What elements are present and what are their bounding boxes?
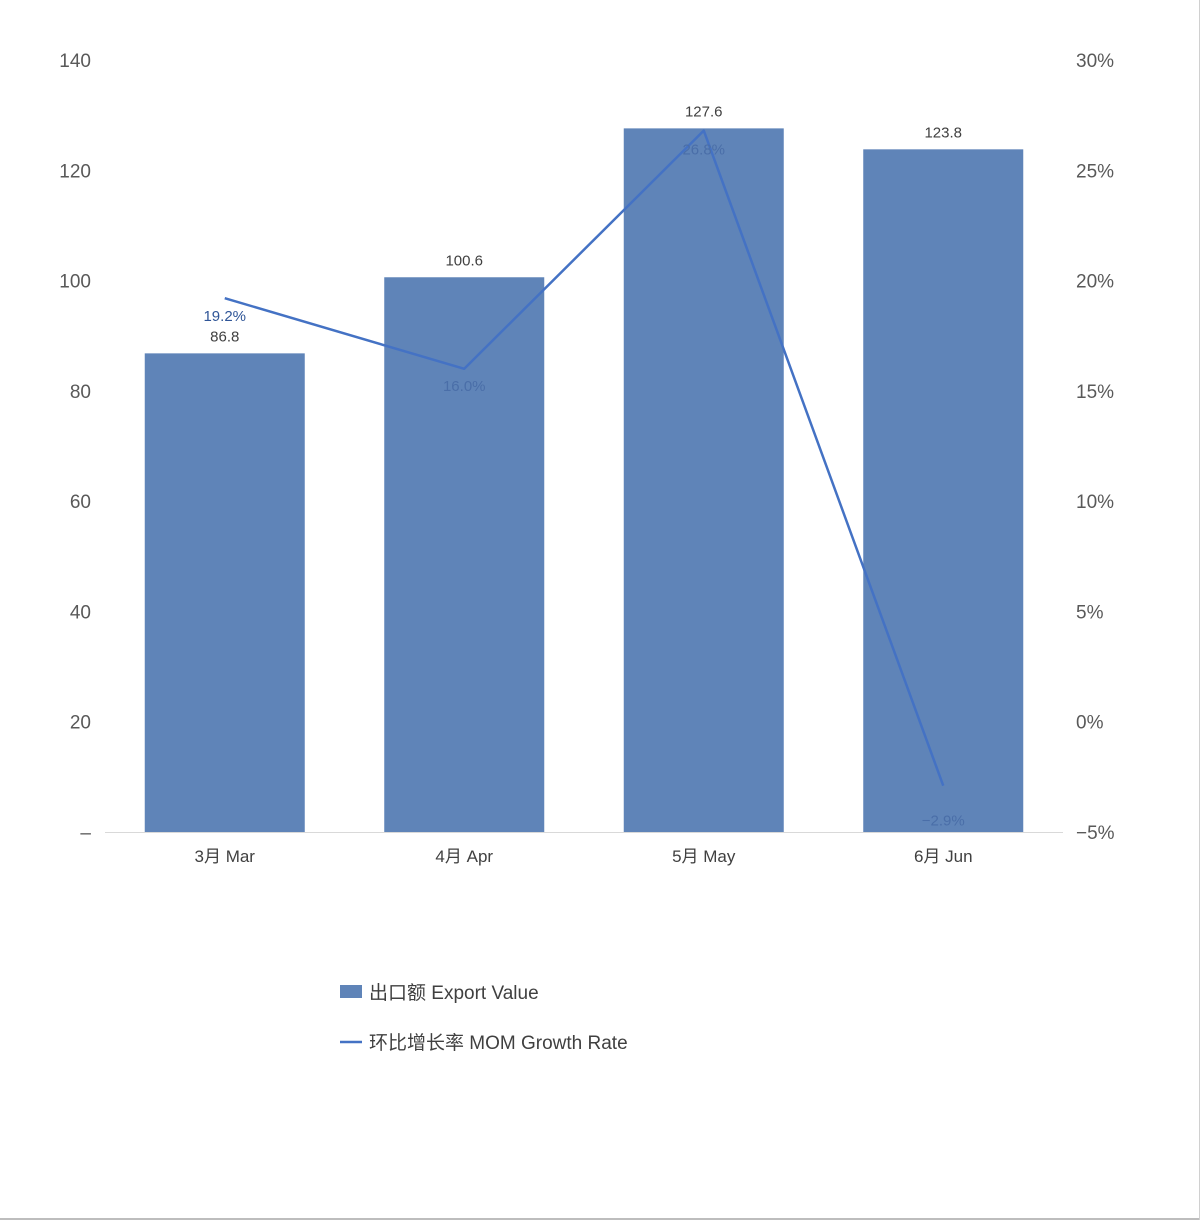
bar-data-label: 123.8: [924, 124, 962, 141]
right-axis-tick-label: 20%: [1076, 272, 1114, 293]
bottom-border: [0, 1218, 1200, 1220]
bar-4: [863, 149, 1024, 832]
right-axis-tick-label: 5%: [1076, 602, 1104, 623]
legend-item-growth-rate: 环比增长率 MOM Growth Rate: [340, 1032, 628, 1054]
right-axis-tick-label: 25%: [1076, 161, 1114, 182]
right-axis-tick-label: 10%: [1076, 492, 1114, 513]
bar-data-label: 127.6: [685, 103, 723, 120]
growth-rate-line: [224, 129, 945, 787]
x-axis-category-label: 4月 Apr: [435, 847, 493, 866]
legend-label-line: 环比增长率 MOM Growth Rate: [369, 1032, 628, 1054]
legend: 出口额 Export Value 环比增长率 MOM Growth Rate: [340, 982, 628, 1054]
right-axis: −5% 0% 5% 10% 15% 20% 25% 30%: [1076, 51, 1115, 844]
legend-label-bar: 出口额 Export Value: [369, 982, 539, 1004]
left-axis-tick-label: 60: [70, 492, 91, 513]
right-axis-tick-label: −5%: [1076, 823, 1115, 844]
bar-series: [144, 128, 1024, 833]
right-axis-tick-label: 15%: [1076, 382, 1114, 403]
x-axis-category-label: 3月 Mar: [195, 847, 256, 866]
x-axis-categories: 3月 Mar 4月 Apr 5月 May 6月 Jun: [195, 847, 973, 866]
left-axis-tick-label: 40: [70, 602, 91, 623]
bar-2: [384, 277, 545, 833]
line-data-label: 16.0%: [443, 378, 486, 395]
right-axis-tick-label: 30%: [1076, 51, 1114, 72]
x-axis-category-label: 5月 May: [672, 847, 736, 866]
bar-3: [623, 128, 784, 832]
bar-1: [144, 353, 305, 832]
bar-data-labels: 86.8 100.6 127.6 123.8: [210, 103, 962, 345]
left-axis-tick-label: –: [80, 823, 91, 844]
left-axis-tick-label: 120: [59, 161, 91, 182]
line-data-label: 26.8%: [682, 142, 725, 159]
legend-item-export-value: 出口额 Export Value: [340, 982, 539, 1004]
left-axis-tick-label: 20: [70, 713, 91, 734]
line-series: [224, 129, 945, 787]
left-axis-tick-label: 140: [59, 51, 91, 72]
left-axis: – 20 40 60 80 100 120 140: [59, 51, 91, 844]
left-axis-tick-label: 80: [70, 382, 91, 403]
x-axis-category-label: 6月 Jun: [914, 847, 973, 866]
bar-data-label: 86.8: [210, 328, 239, 345]
bar-data-label: 100.6: [445, 252, 483, 269]
legend-swatch-bar: [340, 985, 362, 998]
line-data-labels: 19.2% 16.0% 26.8% −2.9%: [203, 142, 964, 830]
line-data-label: −2.9%: [922, 813, 965, 830]
left-axis-tick-label: 100: [59, 272, 91, 293]
line-data-label: 19.2%: [203, 308, 246, 325]
right-axis-tick-label: 0%: [1076, 713, 1104, 734]
